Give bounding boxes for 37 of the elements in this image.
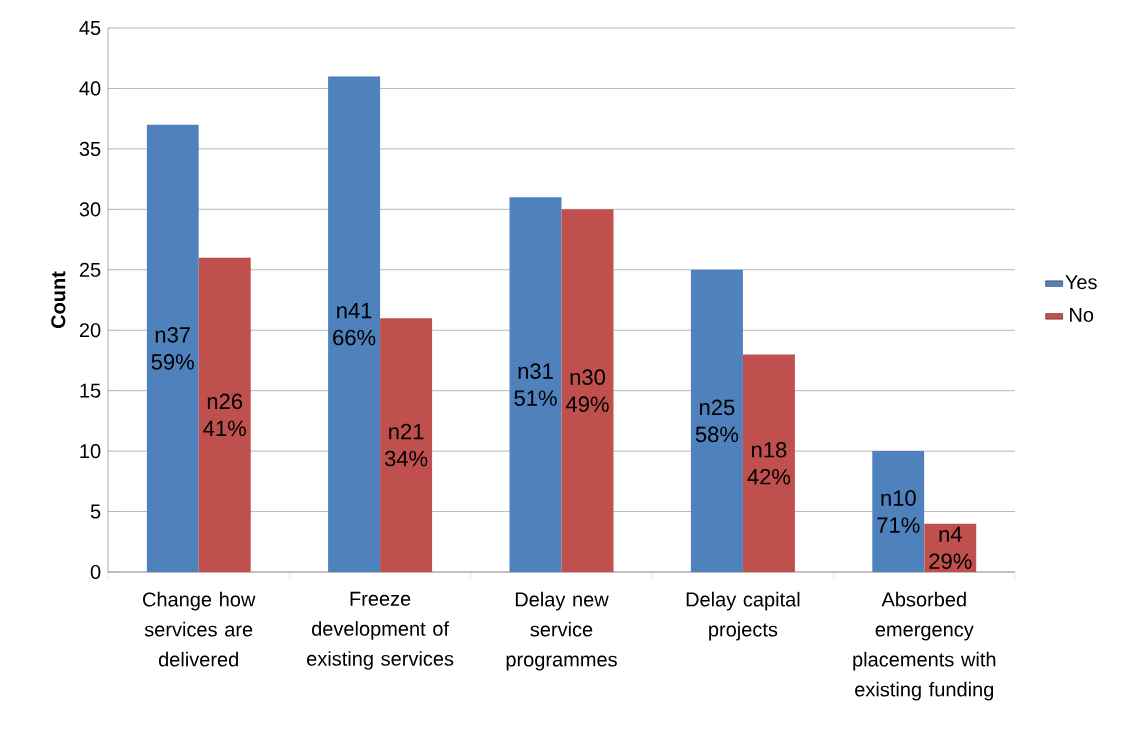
x-tick-label: Delay capital projects xyxy=(686,591,800,641)
data-label: n37 59% xyxy=(151,327,194,370)
y-tick-label: 25 xyxy=(79,262,101,277)
bar xyxy=(146,124,199,572)
data-label: n25 58% xyxy=(695,399,739,443)
bar xyxy=(561,209,614,572)
x-tick-label: Delay new service programmes xyxy=(506,591,617,671)
y-tick-label: 5 xyxy=(90,504,101,519)
data-label: n10 71% xyxy=(877,490,920,533)
bar xyxy=(509,197,562,572)
bar xyxy=(328,76,381,572)
x-tick-label: Change how services are delivered xyxy=(143,591,256,667)
data-label: n41 66% xyxy=(333,303,376,346)
bar xyxy=(380,318,433,572)
data-label: n18 42% xyxy=(747,441,791,485)
x-tick-label: Freeze development of existing services xyxy=(307,591,454,670)
bar xyxy=(872,451,925,572)
bar xyxy=(690,269,743,572)
y-tick-label: 40 xyxy=(79,81,101,96)
data-label: n4 29% xyxy=(929,526,972,569)
y-tick-label: 15 xyxy=(80,383,101,398)
bar xyxy=(742,354,795,572)
data-label: n21 34% xyxy=(384,423,428,467)
legend-label: Yes xyxy=(1065,275,1097,290)
data-label: n31 51% xyxy=(514,363,557,406)
y-tick-label: 35 xyxy=(79,141,101,156)
y-tick-label: 10 xyxy=(80,444,101,459)
x-tick-label: Absorbed emergency placements with existing funding xyxy=(853,591,996,701)
bar xyxy=(198,257,251,572)
legend-label: No xyxy=(1070,308,1094,322)
y-tick-label: 30 xyxy=(79,202,101,217)
data-label: n30 49% xyxy=(565,369,609,412)
data-label: n26 41% xyxy=(203,393,246,437)
y-axis-title: Count xyxy=(51,271,66,329)
y-tick-label: 20 xyxy=(79,323,101,338)
y-tick-label: 0 xyxy=(90,564,101,580)
y-tick-label: 45 xyxy=(79,21,101,35)
